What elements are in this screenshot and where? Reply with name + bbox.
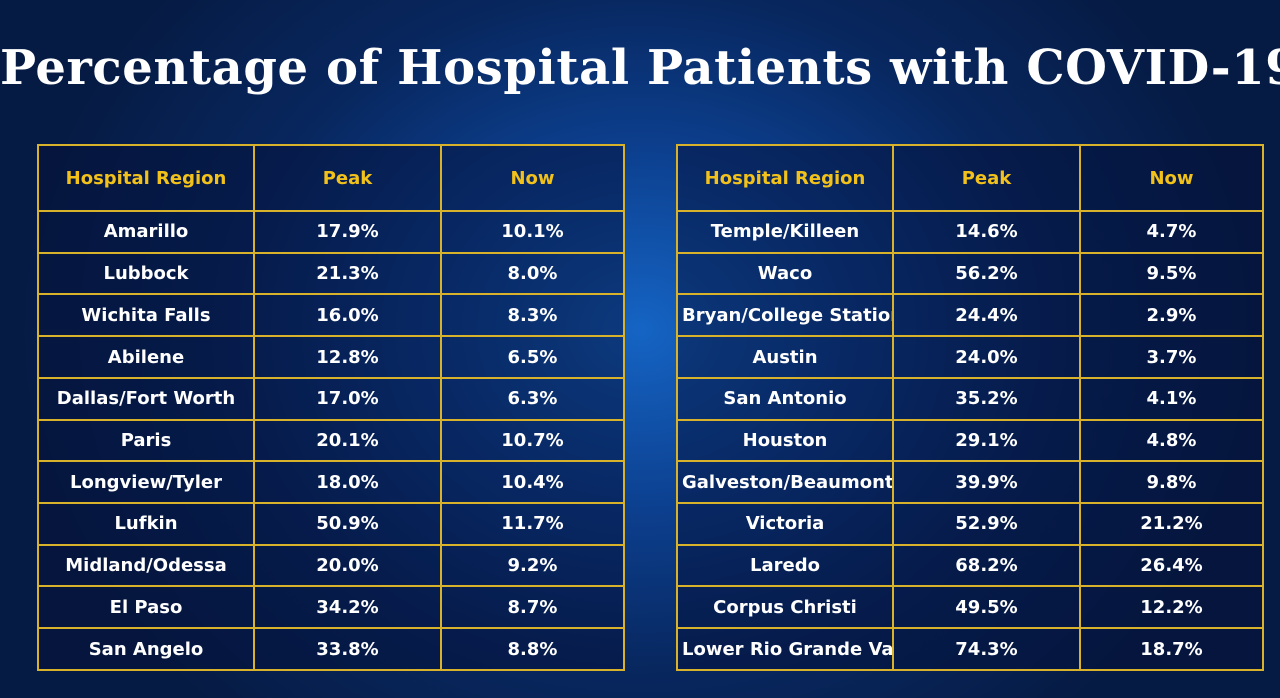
region-cell: San Antonio — [676, 376, 894, 421]
now-cell: 8.8% — [440, 627, 625, 671]
page-title: Percentage of Hospital Patients with COV… — [0, 40, 1280, 96]
table-row: Abilene 12.8% 6.5% — [37, 335, 625, 379]
table-row: Dallas/Fort Worth 17.0% 6.3% — [37, 376, 625, 421]
now-cell: 10.7% — [440, 418, 625, 463]
region-cell: Galveston/Beaumont — [676, 460, 894, 505]
table-row: Austin 24.0% 3.7% — [676, 335, 1264, 379]
table-row: Corpus Christi 49.5% 12.2% — [676, 585, 1264, 630]
table-row: Midland/Odessa 20.0% 9.2% — [37, 543, 625, 588]
table-row: Wichita Falls 16.0% 8.3% — [37, 293, 625, 338]
table-row: Houston 29.1% 4.8% — [676, 418, 1264, 463]
table-row: Lufkin 50.9% 11.7% — [37, 502, 625, 546]
region-cell: Dallas/Fort Worth — [37, 376, 255, 421]
peak-cell: 20.1% — [253, 418, 442, 463]
left-region-table: Hospital Region Peak Now Amarillo 17.9% … — [37, 144, 625, 671]
region-cell: Longview/Tyler — [37, 460, 255, 505]
peak-cell: 14.6% — [892, 210, 1081, 254]
now-cell: 3.7% — [1079, 335, 1264, 379]
table-row: Waco 56.2% 9.5% — [676, 251, 1264, 296]
table-row: Bryan/College Station 24.4% 2.9% — [676, 293, 1264, 338]
now-cell: 9.8% — [1079, 460, 1264, 505]
now-cell: 4.7% — [1079, 210, 1264, 254]
table-header-row: Hospital Region Peak Now — [676, 144, 1264, 212]
region-cell: Temple/Killeen — [676, 210, 894, 254]
region-cell: Bryan/College Station — [676, 293, 894, 338]
now-cell: 8.3% — [440, 293, 625, 338]
region-cell: Victoria — [676, 502, 894, 546]
peak-cell: 68.2% — [892, 543, 1081, 588]
peak-cell: 16.0% — [253, 293, 442, 338]
peak-cell: 33.8% — [253, 627, 442, 671]
table-row: Longview/Tyler 18.0% 10.4% — [37, 460, 625, 505]
region-cell: Amarillo — [37, 210, 255, 254]
region-cell: El Paso — [37, 585, 255, 630]
table-row: Paris 20.1% 10.7% — [37, 418, 625, 463]
now-cell: 6.3% — [440, 376, 625, 421]
peak-cell: 18.0% — [253, 460, 442, 505]
table-row: El Paso 34.2% 8.7% — [37, 585, 625, 630]
peak-cell: 20.0% — [253, 543, 442, 588]
peak-cell: 56.2% — [892, 251, 1081, 296]
peak-cell: 12.8% — [253, 335, 442, 379]
region-cell: Paris — [37, 418, 255, 463]
now-cell: 10.1% — [440, 210, 625, 254]
peak-cell: 21.3% — [253, 251, 442, 296]
table-row: San Antonio 35.2% 4.1% — [676, 376, 1264, 421]
region-cell: San Angelo — [37, 627, 255, 671]
region-cell: Lubbock — [37, 251, 255, 296]
peak-cell: 24.4% — [892, 293, 1081, 338]
header-peak: Peak — [892, 144, 1081, 212]
peak-cell: 17.0% — [253, 376, 442, 421]
region-cell: Laredo — [676, 543, 894, 588]
region-cell: Wichita Falls — [37, 293, 255, 338]
region-cell: Corpus Christi — [676, 585, 894, 630]
peak-cell: 35.2% — [892, 376, 1081, 421]
now-cell: 10.4% — [440, 460, 625, 505]
now-cell: 2.9% — [1079, 293, 1264, 338]
table-row: Amarillo 17.9% 10.1% — [37, 210, 625, 254]
now-cell: 8.7% — [440, 585, 625, 630]
now-cell: 9.2% — [440, 543, 625, 588]
now-cell: 6.5% — [440, 335, 625, 379]
peak-cell: 17.9% — [253, 210, 442, 254]
now-cell: 4.1% — [1079, 376, 1264, 421]
peak-cell: 24.0% — [892, 335, 1081, 379]
peak-cell: 52.9% — [892, 502, 1081, 546]
peak-cell: 34.2% — [253, 585, 442, 630]
region-cell: Houston — [676, 418, 894, 463]
region-cell: Midland/Odessa — [37, 543, 255, 588]
region-cell: Lower Rio Grande Valley — [676, 627, 894, 671]
now-cell: 8.0% — [440, 251, 625, 296]
now-cell: 11.7% — [440, 502, 625, 546]
peak-cell: 29.1% — [892, 418, 1081, 463]
right-region-table: Hospital Region Peak Now Temple/Killeen … — [676, 144, 1264, 671]
peak-cell: 49.5% — [892, 585, 1081, 630]
table-row: Temple/Killeen 14.6% 4.7% — [676, 210, 1264, 254]
region-cell: Austin — [676, 335, 894, 379]
header-hospital-region: Hospital Region — [37, 144, 255, 212]
table-row: San Angelo 33.8% 8.8% — [37, 627, 625, 671]
now-cell: 4.8% — [1079, 418, 1264, 463]
now-cell: 12.2% — [1079, 585, 1264, 630]
table-row: Galveston/Beaumont 39.9% 9.8% — [676, 460, 1264, 505]
region-cell: Abilene — [37, 335, 255, 379]
header-hospital-region: Hospital Region — [676, 144, 894, 212]
header-peak: Peak — [253, 144, 442, 212]
header-now: Now — [440, 144, 625, 212]
region-cell: Waco — [676, 251, 894, 296]
table-row: Victoria 52.9% 21.2% — [676, 502, 1264, 546]
now-cell: 18.7% — [1079, 627, 1264, 671]
now-cell: 26.4% — [1079, 543, 1264, 588]
now-cell: 21.2% — [1079, 502, 1264, 546]
header-now: Now — [1079, 144, 1264, 212]
now-cell: 9.5% — [1079, 251, 1264, 296]
table-row: Lower Rio Grande Valley 74.3% 18.7% — [676, 627, 1264, 671]
region-cell: Lufkin — [37, 502, 255, 546]
table-row: Laredo 68.2% 26.4% — [676, 543, 1264, 588]
peak-cell: 50.9% — [253, 502, 442, 546]
peak-cell: 74.3% — [892, 627, 1081, 671]
table-row: Lubbock 21.3% 8.0% — [37, 251, 625, 296]
table-header-row: Hospital Region Peak Now — [37, 144, 625, 212]
peak-cell: 39.9% — [892, 460, 1081, 505]
